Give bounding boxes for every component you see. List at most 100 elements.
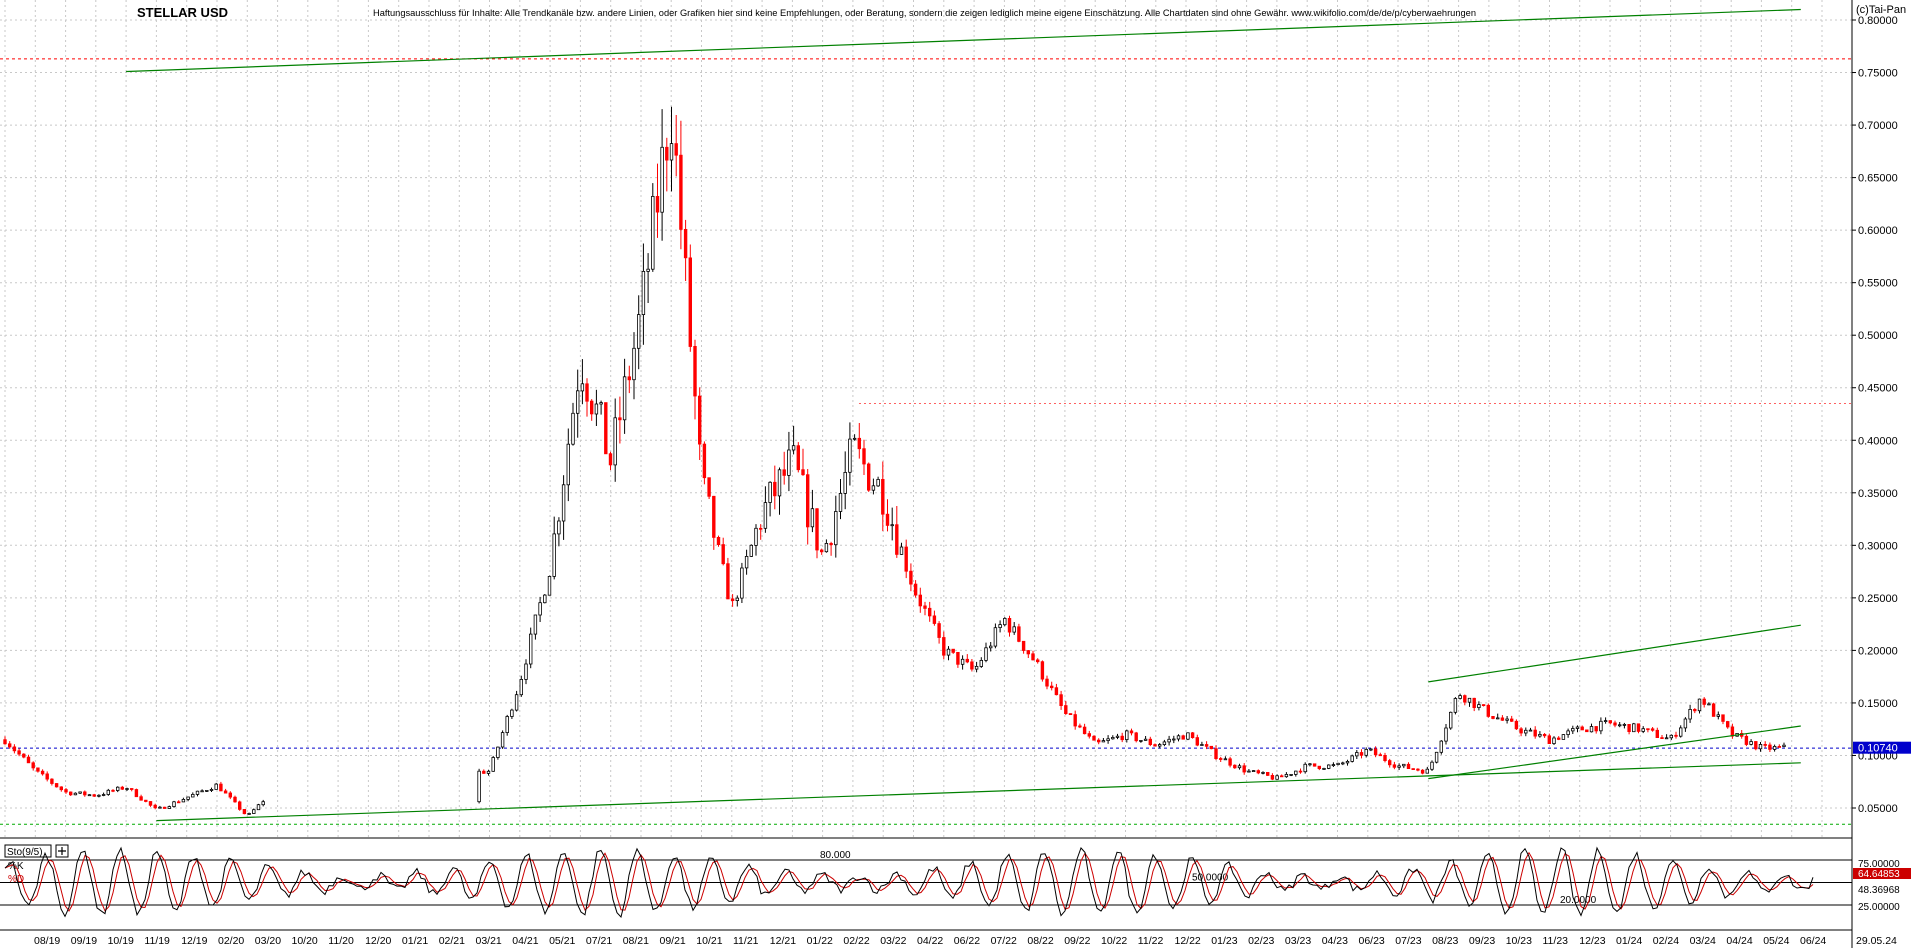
candle-body bbox=[604, 402, 608, 455]
candle-body bbox=[1402, 763, 1406, 767]
x-tick-label: 12/23 bbox=[1579, 935, 1605, 947]
candle-body bbox=[1036, 659, 1040, 663]
candle-body bbox=[1524, 729, 1528, 734]
candle-body bbox=[1219, 758, 1223, 760]
candle-body bbox=[613, 417, 617, 466]
candle-body bbox=[1223, 758, 1228, 761]
candle-body bbox=[543, 594, 547, 604]
candle-body bbox=[1758, 744, 1763, 750]
copyright-label: (c)Tai-Pan bbox=[1856, 4, 1906, 16]
candle-body bbox=[876, 478, 880, 487]
candle-body bbox=[669, 143, 674, 161]
x-tick-label: 07/21 bbox=[586, 935, 612, 947]
candle-body bbox=[1369, 748, 1373, 751]
candle-body bbox=[557, 520, 561, 535]
candle-body bbox=[1693, 709, 1697, 712]
candle-body bbox=[1463, 695, 1467, 703]
candle-body bbox=[1026, 650, 1030, 655]
candle-body bbox=[965, 658, 969, 663]
candle-body bbox=[1754, 741, 1758, 750]
x-tick-label: 06/22 bbox=[954, 935, 980, 947]
candle-body bbox=[843, 471, 847, 494]
candle-body bbox=[214, 783, 218, 790]
candle-body bbox=[580, 383, 585, 392]
stochastic-panel: Sto(9/5) %K %D 80.000 50.0000 20.0000 75.0… bbox=[0, 844, 1911, 919]
candle-body bbox=[219, 783, 223, 792]
candle-body bbox=[1420, 769, 1425, 774]
x-tick-label: 03/24 bbox=[1690, 935, 1716, 947]
candle-body bbox=[1364, 749, 1368, 756]
candle-body bbox=[17, 750, 21, 755]
x-tick-label: 07/23 bbox=[1395, 935, 1421, 947]
candle-body bbox=[942, 637, 946, 656]
x-tick-label: 09/22 bbox=[1064, 935, 1090, 947]
candle-body bbox=[1261, 772, 1265, 774]
candle-body bbox=[500, 732, 505, 748]
candle-body bbox=[1167, 738, 1171, 743]
disclaimer-text: Haftungsausschluss für Inhalte: Alle Tre… bbox=[373, 8, 1476, 19]
x-tick-label: 05/21 bbox=[549, 935, 575, 947]
candle-body bbox=[1542, 734, 1547, 737]
candle-body bbox=[1650, 728, 1655, 731]
trendline bbox=[156, 762, 1801, 822]
candle-body bbox=[599, 402, 603, 405]
candle-body bbox=[524, 663, 528, 680]
candle-body bbox=[1383, 755, 1387, 762]
sto-d-line bbox=[4, 851, 1814, 912]
x-tick-label: 03/23 bbox=[1285, 935, 1311, 947]
candle-body bbox=[1068, 713, 1073, 715]
candle-body bbox=[768, 481, 772, 503]
sto-title-box[interactable] bbox=[4, 844, 52, 858]
candle-body bbox=[1040, 661, 1045, 680]
candle-body bbox=[1247, 770, 1251, 773]
candle-body bbox=[754, 527, 758, 546]
candle-body bbox=[566, 443, 570, 486]
x-tick-label: 01/21 bbox=[402, 935, 428, 947]
candle-body bbox=[885, 513, 890, 526]
y-tick-label: 0.35000 bbox=[1858, 488, 1898, 500]
candle-body bbox=[552, 533, 556, 577]
chart-symbol-title: STELLAR USD bbox=[137, 5, 228, 20]
candle-body bbox=[1350, 755, 1354, 762]
candle-body bbox=[1284, 774, 1289, 778]
candle-body bbox=[153, 804, 157, 809]
candle-body bbox=[144, 799, 148, 802]
plus-icon bbox=[58, 847, 66, 855]
candle-body bbox=[1434, 751, 1439, 763]
candle-body bbox=[1453, 698, 1458, 713]
candle-body bbox=[111, 789, 115, 792]
x-tick-label: 12/22 bbox=[1175, 935, 1201, 947]
candle-body bbox=[1101, 740, 1106, 743]
y-tick-label: 0.55000 bbox=[1858, 278, 1898, 290]
candle-body bbox=[590, 400, 594, 415]
y-tick-label: 0.80000 bbox=[1858, 15, 1898, 27]
candle-body bbox=[923, 605, 927, 609]
candle-body bbox=[176, 801, 181, 804]
candle-body bbox=[1683, 718, 1688, 729]
candle-body bbox=[1233, 764, 1237, 769]
candle-body bbox=[1664, 737, 1669, 740]
candle-body bbox=[496, 746, 500, 758]
candle-body bbox=[801, 469, 805, 476]
x-tick-label: 08/21 bbox=[623, 935, 649, 947]
candle-body bbox=[1603, 720, 1608, 722]
candle-body bbox=[824, 543, 829, 553]
candle-body bbox=[514, 694, 519, 711]
trendlines bbox=[126, 8, 1801, 822]
candle-body bbox=[730, 598, 735, 602]
candle-body bbox=[777, 469, 782, 497]
candle-body bbox=[1561, 734, 1566, 740]
candle-body bbox=[1388, 760, 1392, 766]
x-tick-label: 10/22 bbox=[1101, 935, 1127, 947]
candle-body bbox=[148, 801, 153, 806]
candle-body bbox=[820, 549, 824, 553]
candle-body bbox=[510, 709, 514, 717]
candle-body bbox=[1622, 724, 1627, 726]
sto-y-tick-label: 25.00000 bbox=[1858, 902, 1900, 913]
candle-body bbox=[116, 786, 120, 791]
candle-body bbox=[256, 804, 261, 811]
candle-body bbox=[92, 794, 96, 797]
candle-body bbox=[1003, 618, 1007, 626]
candle-body bbox=[1519, 728, 1523, 734]
candle-body bbox=[1481, 704, 1486, 706]
